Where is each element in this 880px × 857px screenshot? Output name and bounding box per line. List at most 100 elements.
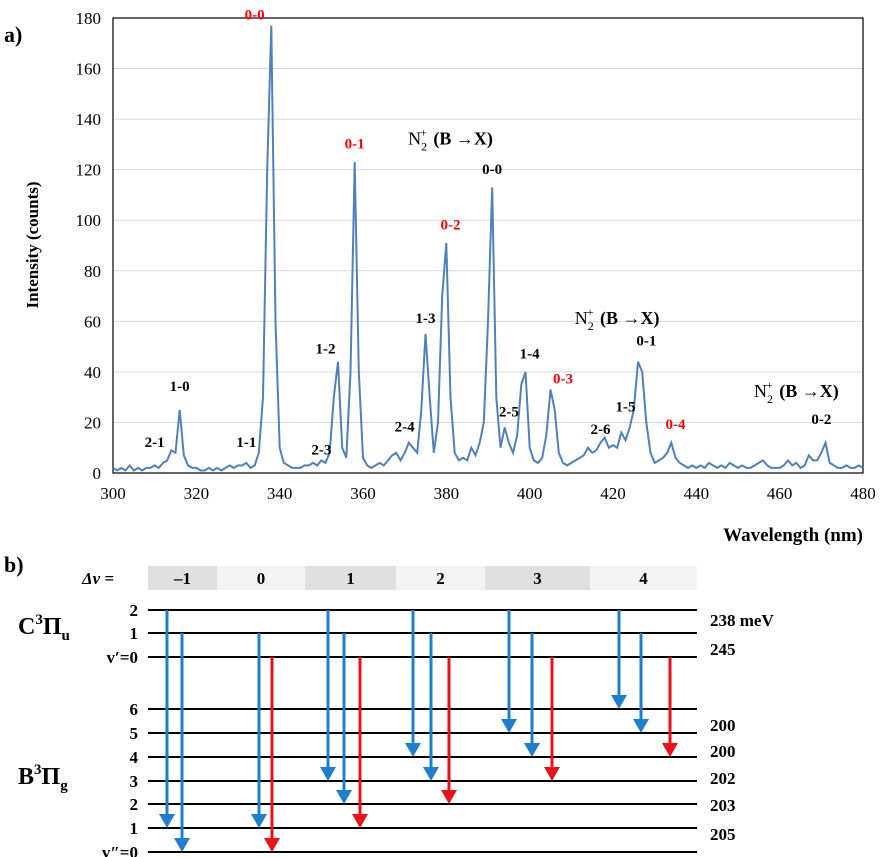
peak-label: 0-2	[811, 412, 831, 428]
peak-label: 0-1	[345, 137, 365, 153]
state-labels: 2 1 v′=0 6 5 4 3 2 1 v″=0 238 meV 245 200 200 202 203 20…	[18, 601, 774, 857]
transition-arrow-head	[174, 838, 190, 852]
energy-levels	[148, 609, 697, 853]
plot-frame	[112, 17, 864, 474]
peak-label: 2-5	[499, 404, 519, 420]
delta-v-value: 2	[436, 569, 445, 588]
energy-level-diagram: Δv = –1 0 1 2 3 4 2 1 v′=0 6 5 4 3 2 1 v″=0 238 meV 245 20…	[18, 566, 774, 857]
energy-label: 203	[710, 796, 736, 815]
y-tick-label: 80	[84, 262, 101, 281]
transition-arrow-head	[405, 743, 421, 757]
lower-level-label: 3	[130, 772, 139, 791]
transition-arrow-head	[544, 767, 560, 781]
x-tick-labels: 300 320 340 360 380 400 420 440 460 480	[100, 484, 876, 503]
y-tick-label: 160	[76, 60, 102, 79]
energy-label: 245	[710, 640, 736, 659]
delta-v-value: 4	[639, 569, 648, 588]
band-label: N2+ (B →X)	[754, 378, 839, 406]
y-tick-label: 120	[76, 161, 102, 180]
peak-label: 1-3	[416, 311, 436, 327]
spectrum-chart: 0 20 40 60 80 100 120 140 160 180 300 320 340 360 380…	[23, 8, 876, 546]
x-tick-label: 380	[434, 484, 460, 503]
band-label: N2+ (B →X)	[408, 125, 493, 153]
delta-v-value: 0	[257, 569, 266, 588]
peak-label: 1-2	[316, 341, 336, 357]
x-tick-label: 360	[350, 484, 376, 503]
delta-v-cell	[217, 566, 305, 590]
peak-label: 2-4	[395, 420, 415, 436]
gridlines	[113, 68, 863, 423]
peak-label: 0-4	[666, 417, 686, 433]
transition-arrows	[159, 610, 678, 852]
transition-arrow-head	[441, 790, 457, 804]
transition-arrow-head	[611, 695, 627, 709]
peak-label: 1-5	[616, 399, 636, 415]
transition-arrow-head	[633, 719, 649, 733]
x-tick-label: 320	[184, 484, 210, 503]
transition-arrow-head	[662, 743, 678, 757]
peak-label: 1-4	[520, 346, 540, 362]
x-tick-label: 480	[850, 484, 876, 503]
upper-state-label: C3Πu	[18, 612, 70, 644]
transition-arrow-head	[501, 719, 517, 733]
peak-label: 1-0	[170, 379, 190, 395]
lower-level-label: 6	[130, 700, 139, 719]
peak-label: 0-0	[482, 162, 502, 178]
delta-v-cell	[485, 566, 590, 590]
upper-level-label: 2	[130, 601, 139, 620]
transition-arrow-head	[320, 767, 336, 781]
x-tick-label: 340	[267, 484, 293, 503]
x-tick-label: 400	[517, 484, 543, 503]
delta-v-cell	[305, 566, 396, 590]
y-tick-label: 60	[84, 312, 101, 331]
y-tick-label: 100	[76, 211, 102, 230]
delta-v-header: Δv = –1 0 1 2 3 4	[81, 566, 697, 590]
lower-level-label: 5	[130, 724, 139, 743]
transition-arrow-head	[336, 790, 352, 804]
delta-v-value: 3	[533, 569, 542, 588]
delta-v-cell	[590, 566, 697, 590]
energy-label: 200	[710, 742, 736, 761]
lower-state-label: B3Πg	[18, 762, 68, 794]
panel-b-label: b)	[4, 552, 24, 577]
delta-v-value: –1	[173, 569, 191, 588]
lower-level-label: v″=0	[102, 843, 138, 857]
x-tick-label: 420	[600, 484, 626, 503]
transition-arrow-head	[524, 743, 540, 757]
energy-label: 205	[710, 825, 736, 844]
y-tick-label: 20	[84, 413, 101, 432]
peak-label: 2-1	[145, 435, 165, 451]
y-tick-label: 140	[76, 110, 102, 129]
peak-label: 0-3	[553, 372, 573, 388]
energy-label: 200	[710, 716, 736, 735]
energy-label: 238 meV	[710, 611, 774, 630]
series-line	[112, 25, 864, 472]
y-tick-label: 180	[76, 9, 102, 28]
panel-a-label: a)	[4, 22, 22, 47]
energy-label: 202	[710, 769, 736, 788]
delta-v-cell	[148, 566, 217, 590]
x-tick-label: 300	[100, 484, 126, 503]
transition-arrow-head	[264, 838, 280, 852]
delta-v-cell	[396, 566, 485, 590]
peak-label: 1-1	[236, 435, 256, 451]
x-tick-label: 440	[684, 484, 710, 503]
x-tick-label: 460	[767, 484, 793, 503]
upper-level-label: 1	[130, 624, 139, 643]
transition-arrow-head	[251, 814, 267, 828]
y-tick-labels: 0 20 40 60 80 100 120 140 160 180	[76, 9, 102, 483]
lower-level-label: 4	[130, 748, 139, 767]
lower-level-label: 2	[130, 795, 139, 814]
peak-label: 0-1	[636, 334, 656, 350]
x-axis-label: Wavelength (nm)	[723, 525, 863, 546]
transition-arrow-head	[159, 814, 175, 828]
y-axis-label: Intensity (counts)	[23, 181, 42, 308]
peak-label: 0-0	[245, 8, 265, 24]
transition-arrow-head	[352, 814, 368, 828]
upper-level-label: v′=0	[107, 648, 138, 667]
peak-annotations: 2-1 1-0 1-1 0-0 2-3 1-2 0-1 2-4 1-3 0-2 0-0 2-5 1-4 0…	[145, 8, 832, 459]
transition-arrow-head	[423, 767, 439, 781]
delta-v-label: Δv =	[81, 569, 114, 588]
band-label: N2+ (B →X)	[575, 305, 660, 333]
